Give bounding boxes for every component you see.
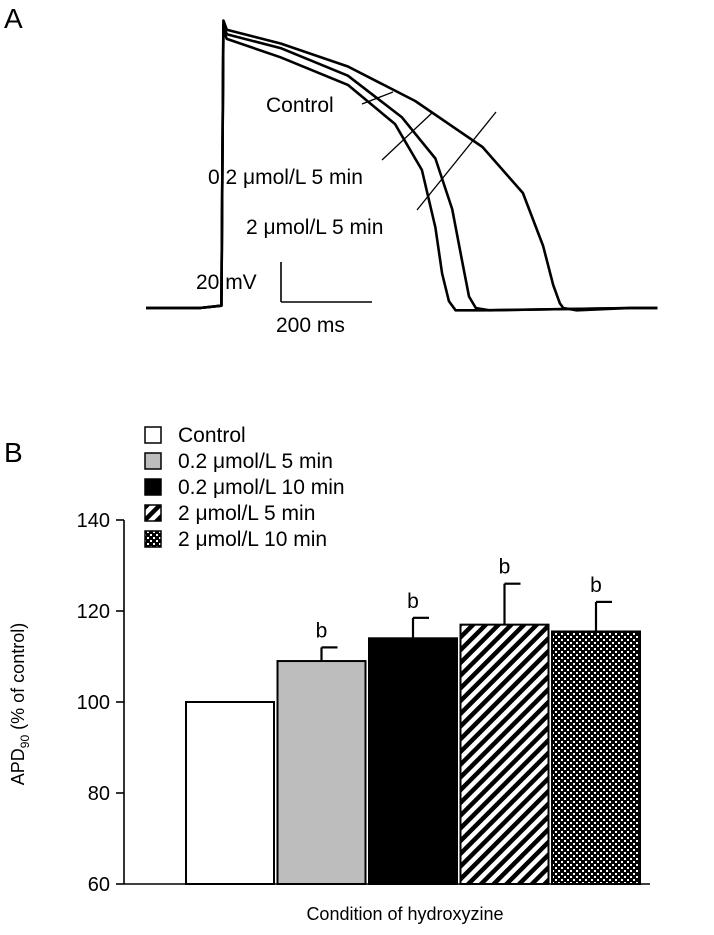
y-tick-label-120: 120 [77,601,110,623]
scale-bar: 20 mV 200 ms [196,262,372,337]
legend-swatch-0 [144,426,162,444]
y-tick-label-60: 60 [88,874,110,896]
y-tick-label-80: 80 [88,783,110,805]
legend-swatch-3 [144,504,162,522]
panel-a-letter: A [4,3,23,34]
legend-swatch-2 [144,478,162,496]
panel-a: A Control 0.2 μmol/L 5 min 2 μmol/L 5 mi… [4,3,658,337]
x-axis-label: Condition of hydroxyzine [306,904,503,924]
bar-4 [551,630,641,885]
bar-3 [459,623,550,886]
y-axis-label-subscript: 90 [18,735,32,749]
bar-2 [368,637,458,885]
legend-swatch-1 [144,452,162,470]
bar-0 [185,701,275,885]
y-tick-label-100: 100 [77,692,110,714]
legend-swatch-4 [144,530,162,548]
trace-leader-0.2-5min [381,111,434,161]
bars: b b b b [185,556,641,886]
scale-bar-time-label: 200 ms [276,314,345,337]
y-axis-label-main: APD [8,748,28,785]
trace-leader-control [361,91,394,105]
y-axis-label-rest: (% of control) [8,623,28,735]
y-axis-label: APD90 (% of control) [8,623,32,785]
significance-label-1: b [316,619,328,642]
significance-label-2: b [407,590,419,613]
scale-bar-voltage-label: 20 mV [196,271,257,294]
bar-1 [276,660,367,885]
trace-label-2-5min: 2 μmol/L 5 min [246,216,383,239]
legend: Control 0.2 μmol/L 5 min 0.2 μmol/L 10 min… [144,424,345,551]
legend-label-2: 0.2 μmol/L 10 min [178,476,345,499]
legend-label-3: 2 μmol/L 5 min [178,502,315,525]
legend-label-0: Control [178,424,246,447]
y-tick-label-140: 140 [77,510,110,532]
trace-label-0.2-5min: 0.2 μmol/L 5 min [208,166,363,189]
legend-label-1: 0.2 μmol/L 5 min [178,450,333,473]
legend-label-4: 2 μmol/L 10 min [178,528,327,551]
panel-b-letter: B [4,437,23,468]
trace-leader-2-5min [416,111,497,211]
significance-label-3: b [499,556,511,579]
significance-label-4: b [590,574,602,597]
panel-b: B Control 0.2 μmol/L 5 min 0.2 μmol/L 10 m… [4,424,650,924]
action-potential-traces [146,19,658,312]
trace-2-5min [146,28,658,312]
trace-label-control: Control [266,94,334,117]
